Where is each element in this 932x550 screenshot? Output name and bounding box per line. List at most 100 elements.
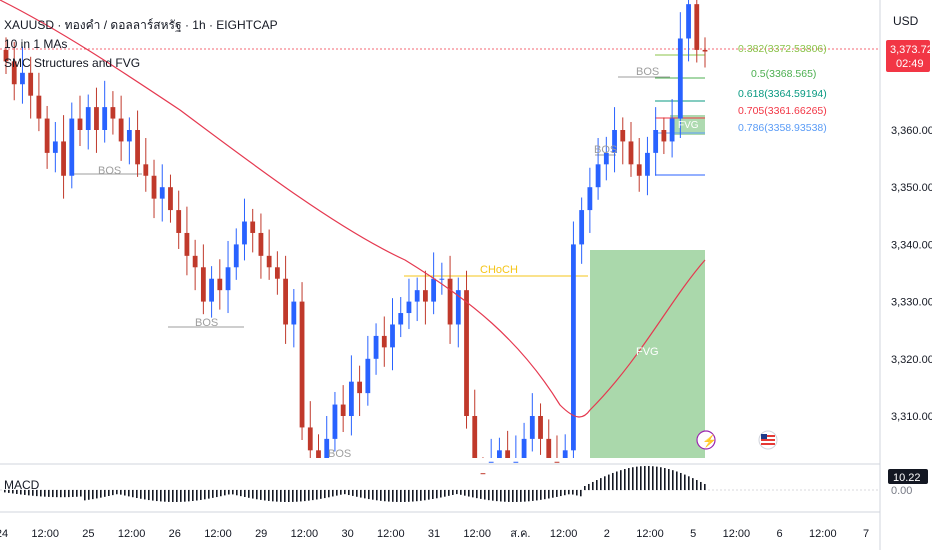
time-tick-label: 12:00 [463, 528, 491, 540]
candle-body [439, 278, 445, 280]
macd-bar [48, 490, 50, 497]
candle-series [3, 0, 708, 475]
macd-bar [60, 490, 62, 498]
macd-bar [412, 490, 414, 502]
current-price-value: 3,373.72 [890, 44, 932, 56]
time-axis[interactable]: 2412:002512:002612:002912:003012:003112:… [0, 528, 869, 540]
macd-bar [448, 490, 450, 496]
indicator-smc-label[interactable]: SMC Structures and FVG [4, 56, 140, 70]
macd-bar [320, 490, 322, 499]
macd-bar [352, 490, 354, 496]
candle-body [69, 118, 75, 176]
macd-bar [636, 466, 638, 490]
macd-bar [344, 490, 346, 495]
candle-body [299, 301, 305, 428]
candle-body [464, 290, 469, 416]
macd-bar [300, 490, 302, 502]
currency-label[interactable]: USD [893, 14, 919, 28]
macd-bar [480, 490, 482, 499]
price-axis[interactable]: 3,360.00 3,350.00 3,340.00 3,330.00 3,320.00… [891, 125, 932, 423]
candle-body [431, 278, 437, 302]
bos-label: BOS [98, 165, 121, 177]
candle-body [85, 107, 91, 130]
candle-body [348, 381, 354, 416]
time-tick-label: 5 [690, 528, 696, 540]
macd-bar [292, 490, 294, 502]
macd-bar [688, 476, 690, 490]
candle-body [521, 438, 527, 458]
macd-bar [212, 490, 214, 498]
macd-bar [568, 490, 570, 495]
macd-bar [460, 490, 462, 495]
macd-bar [660, 467, 662, 490]
macd-bar [564, 490, 566, 496]
candle-body [340, 404, 346, 416]
candle-body [242, 221, 247, 245]
macd-label[interactable]: MACD [4, 478, 40, 492]
lightning-event-icon[interactable] [696, 430, 716, 450]
macd-bar [384, 490, 386, 502]
macd-bar [32, 490, 34, 496]
macd-bar [324, 490, 326, 499]
candle-body [447, 278, 453, 325]
macd-bar [340, 490, 342, 495]
time-tick-label: 2 [604, 528, 610, 540]
macd-bar [332, 490, 334, 497]
macd-bar [532, 490, 534, 501]
candle-body [3, 49, 9, 62]
macd-bar [492, 490, 494, 501]
fib-label-0618: 0.618(3364.59194) [738, 88, 827, 100]
macd-bar [8, 490, 10, 493]
fvg-label: FVG [636, 346, 659, 358]
time-tick-label: 26 [169, 528, 181, 540]
candle-body [546, 438, 552, 458]
macd-bar [592, 481, 594, 490]
macd-bar [640, 466, 642, 490]
macd-bar [316, 490, 318, 500]
bos-label: BOS [195, 317, 218, 329]
macd-bar [20, 490, 22, 495]
fib-labels: 0.382(3372.53806) 0.5(3368.565) 0.618(33… [738, 43, 827, 134]
us-flag-event-icon[interactable] [758, 430, 778, 450]
candle-body [176, 210, 182, 233]
macd-bar [540, 490, 542, 500]
macd-bar [128, 490, 130, 497]
candle-body [258, 232, 264, 256]
choch-label: CHoCH [480, 264, 518, 276]
symbol-title[interactable]: XAUUSD · ทองคำ / ดอลลาร์สหรัฐ · 1h · EIG… [4, 18, 278, 32]
macd-bar [704, 483, 706, 490]
macd-bar [240, 490, 242, 497]
time-tick-label: 12:00 [723, 528, 751, 540]
candle-body [529, 416, 535, 439]
time-tick-label: 31 [428, 528, 440, 540]
candle-body [94, 107, 99, 130]
macd-bar [608, 474, 610, 490]
macd-bar [256, 490, 258, 500]
macd-bar [228, 490, 230, 495]
macd-bar [304, 490, 306, 502]
macd-bar [196, 490, 198, 501]
time-tick-label: 12:00 [377, 528, 405, 540]
macd-bar [168, 490, 170, 502]
macd-histogram [4, 466, 706, 502]
macd-bar [116, 490, 118, 495]
fvg-zone-small[interactable] [670, 115, 705, 135]
macd-bar [152, 490, 154, 501]
macd-bar [280, 490, 282, 502]
bos-label: BOS [636, 66, 659, 78]
macd-bar [284, 490, 286, 502]
macd-bar [544, 490, 546, 500]
macd-bar [260, 490, 262, 500]
moving-average-line [0, 0, 706, 418]
indicator-ma-label[interactable]: 10 in 1 MAs [4, 37, 67, 51]
candle-body [11, 61, 17, 85]
macd-bar [392, 490, 394, 502]
macd-bar [120, 490, 122, 495]
macd-bar [216, 490, 218, 498]
candle-body [332, 404, 338, 439]
macd-bar [108, 490, 110, 497]
candle-body [423, 290, 428, 302]
macd-bar [476, 490, 478, 499]
candle-body [28, 72, 34, 96]
